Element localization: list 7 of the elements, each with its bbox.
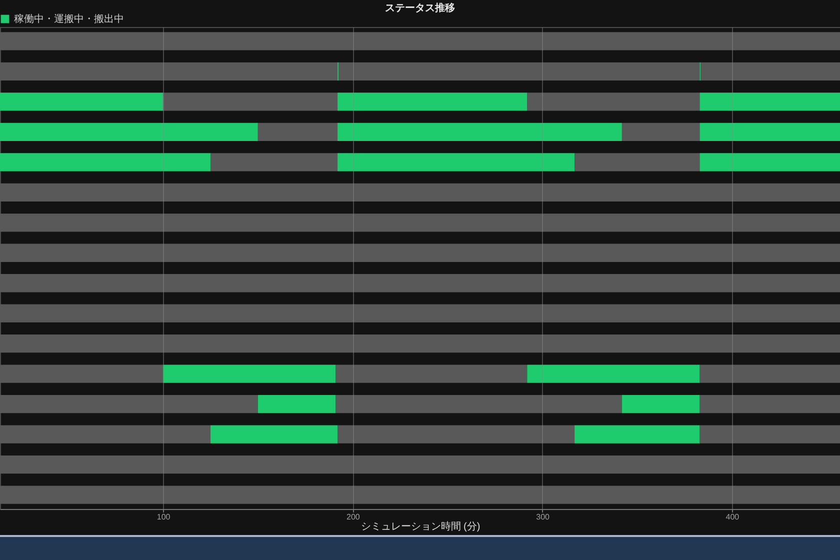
chart-title: ステータス推移	[385, 2, 455, 14]
x-tick-label: 200	[346, 512, 360, 522]
x-tick-label: 300	[536, 512, 550, 522]
x-tick-label: 400	[726, 512, 740, 522]
legend-label: 稼働中・運搬中・搬出中	[14, 13, 124, 25]
x-tick-label: 100	[156, 512, 171, 522]
x-axis-title: シミュレーション時間 (分)	[360, 520, 480, 532]
